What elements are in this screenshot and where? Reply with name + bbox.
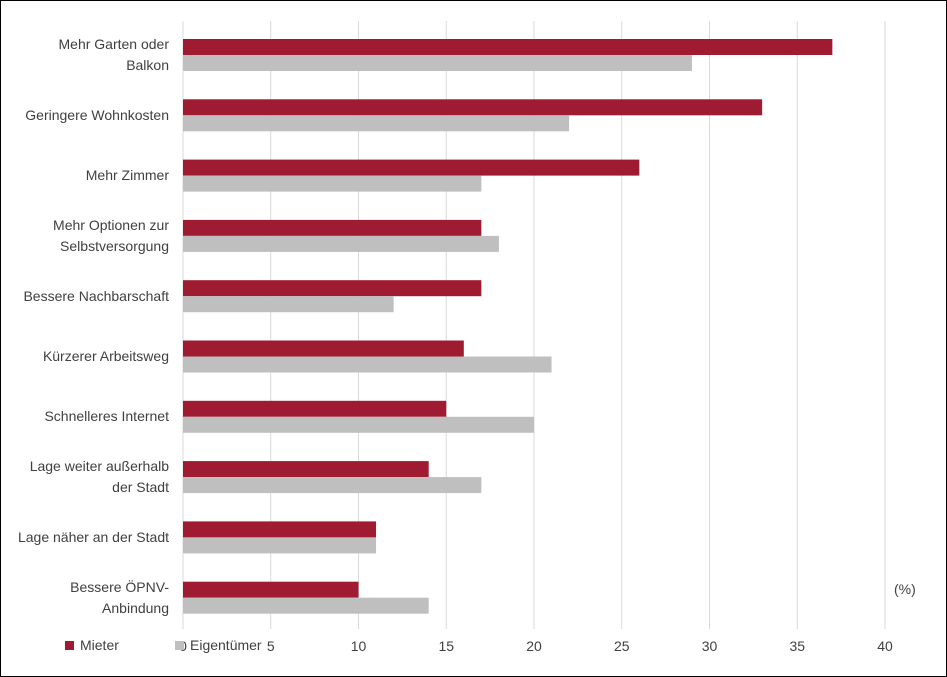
tick-label-20: 20 [526, 638, 542, 654]
bar-eigent-mer-6 [183, 416, 534, 433]
legend-label: Mieter [80, 637, 119, 653]
bar-eigent-mer-7 [183, 477, 482, 494]
category-label: Bessere ÖPNV- Anbindung [70, 578, 169, 616]
bar-eigent-mer-8 [183, 537, 377, 554]
legend-item: Eigentümer [175, 637, 262, 653]
bar-mieter-1 [183, 99, 763, 116]
bar-mieter-2 [183, 159, 640, 176]
tick-label-30: 30 [701, 638, 718, 654]
tick-label-40: 40 [877, 638, 893, 654]
unit-label: (%) [894, 581, 916, 597]
category-label: Geringere Wohnkosten [25, 106, 169, 123]
tick-label-25: 25 [613, 638, 630, 654]
category-label: Schnelleres Internet [44, 408, 169, 425]
bar-mieter-6 [183, 400, 447, 417]
category-label: Mehr Garten oder Balkon [58, 36, 170, 73]
bar-eigent-mer-9 [183, 597, 429, 614]
bar-mieter-9 [183, 581, 359, 598]
tick-label-10: 10 [350, 638, 367, 654]
bar-eigent-mer-1 [183, 115, 570, 132]
bar-mieter-4 [183, 280, 482, 297]
bar-eigent-mer-5 [183, 356, 552, 373]
category-label: Kürzerer Arbeitsweg [42, 348, 169, 364]
category-label: Mehr Optionen zur Selbstversorgung [53, 216, 169, 254]
bar-eigent-mer-0 [183, 55, 692, 71]
tick-label-15: 15 [438, 638, 455, 654]
bar-eigent-mer-3 [183, 235, 499, 252]
legend-swatch [175, 640, 184, 650]
legend-item: Mieter [65, 637, 119, 653]
category-label: Bessere Nachbarschaft [23, 287, 169, 304]
bar-mieter-3 [183, 219, 482, 236]
bar-mieter-7 [183, 461, 429, 478]
category-label: Mehr Zimmer [85, 167, 169, 184]
legend-swatch [65, 640, 74, 650]
category-label: Lage näher an der Stadt [17, 528, 169, 545]
tick-label-5: 5 [266, 638, 275, 654]
bar-mieter-5 [183, 340, 464, 357]
category-label: Lage weiter außerhalb der Stadt [29, 458, 169, 496]
bar-mieter-8 [183, 521, 377, 538]
tick-label-35: 35 [789, 638, 806, 654]
bar-mieter-0 [183, 39, 833, 55]
bar-eigent-mer-2 [183, 175, 482, 192]
legend-label: Eigentümer [190, 637, 262, 653]
bar-eigent-mer-4 [183, 296, 394, 313]
